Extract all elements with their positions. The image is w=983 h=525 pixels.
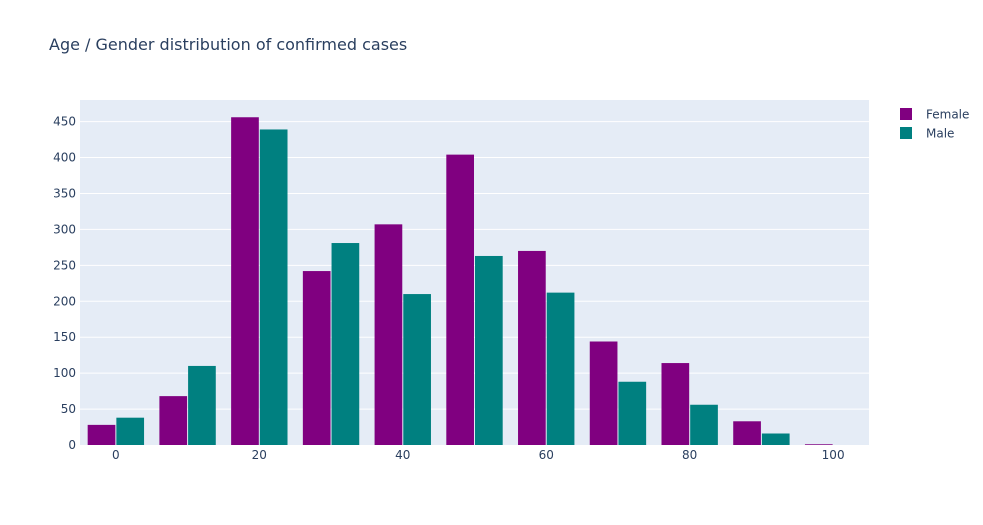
bar-female-30[interactable]	[302, 271, 331, 445]
bar-female-60[interactable]	[518, 250, 546, 445]
chart-title: Age / Gender distribution of confirmed c…	[49, 35, 407, 54]
legend[interactable]: Female Male	[900, 108, 969, 141]
bar-male-0[interactable]	[116, 417, 145, 445]
y-tick-label: 0	[68, 438, 76, 452]
bar-male-90[interactable]	[761, 433, 790, 446]
bar-male-40[interactable]	[403, 294, 431, 445]
bar-female-90[interactable]	[733, 421, 761, 445]
x-tick-label: 0	[112, 448, 120, 462]
y-tick-label: 250	[53, 258, 76, 272]
bar-male-70[interactable]	[618, 381, 647, 445]
x-tick-label: 80	[682, 448, 697, 462]
bar-female-100[interactable]	[804, 444, 833, 445]
x-tick-label: 100	[822, 448, 845, 462]
x-tick-label: 40	[395, 448, 410, 462]
y-tick-label: 350	[53, 186, 76, 200]
bar-female-50[interactable]	[446, 154, 474, 445]
y-tick-label: 300	[53, 222, 76, 236]
bar-female-40[interactable]	[374, 224, 403, 445]
x-tick-label: 20	[252, 448, 267, 462]
y-tick-label: 450	[53, 115, 76, 129]
bar-male-60[interactable]	[546, 292, 575, 445]
legend-swatch-male[interactable]	[900, 127, 912, 139]
y-tick-label: 400	[53, 151, 76, 165]
bar-male-20[interactable]	[259, 129, 288, 445]
bar-male-10[interactable]	[188, 365, 216, 445]
bar-female-10[interactable]	[159, 396, 188, 445]
bar-female-20[interactable]	[231, 117, 259, 445]
y-tick-label: 50	[61, 402, 76, 416]
legend-label-male[interactable]: Male	[926, 127, 954, 141]
legend-swatch-female[interactable]	[900, 108, 912, 120]
y-tick-label: 100	[53, 366, 76, 380]
x-axis-ticks: 0 20 40 60 80 100	[112, 448, 845, 462]
bar-male-80[interactable]	[690, 404, 718, 445]
bar-female-0[interactable]	[87, 424, 116, 445]
bar-female-80[interactable]	[661, 363, 690, 445]
y-tick-label: 200	[53, 294, 76, 308]
bar-female-70[interactable]	[589, 341, 618, 446]
y-tick-label: 150	[53, 330, 76, 344]
bar-male-30[interactable]	[331, 243, 360, 445]
x-tick-label: 60	[539, 448, 554, 462]
y-axis-ticks: 0 50 100 150 200 250 300 350 400 450	[53, 115, 76, 452]
bar-male-50[interactable]	[475, 255, 503, 445]
bars	[87, 117, 833, 446]
legend-label-female[interactable]: Female	[926, 108, 969, 122]
